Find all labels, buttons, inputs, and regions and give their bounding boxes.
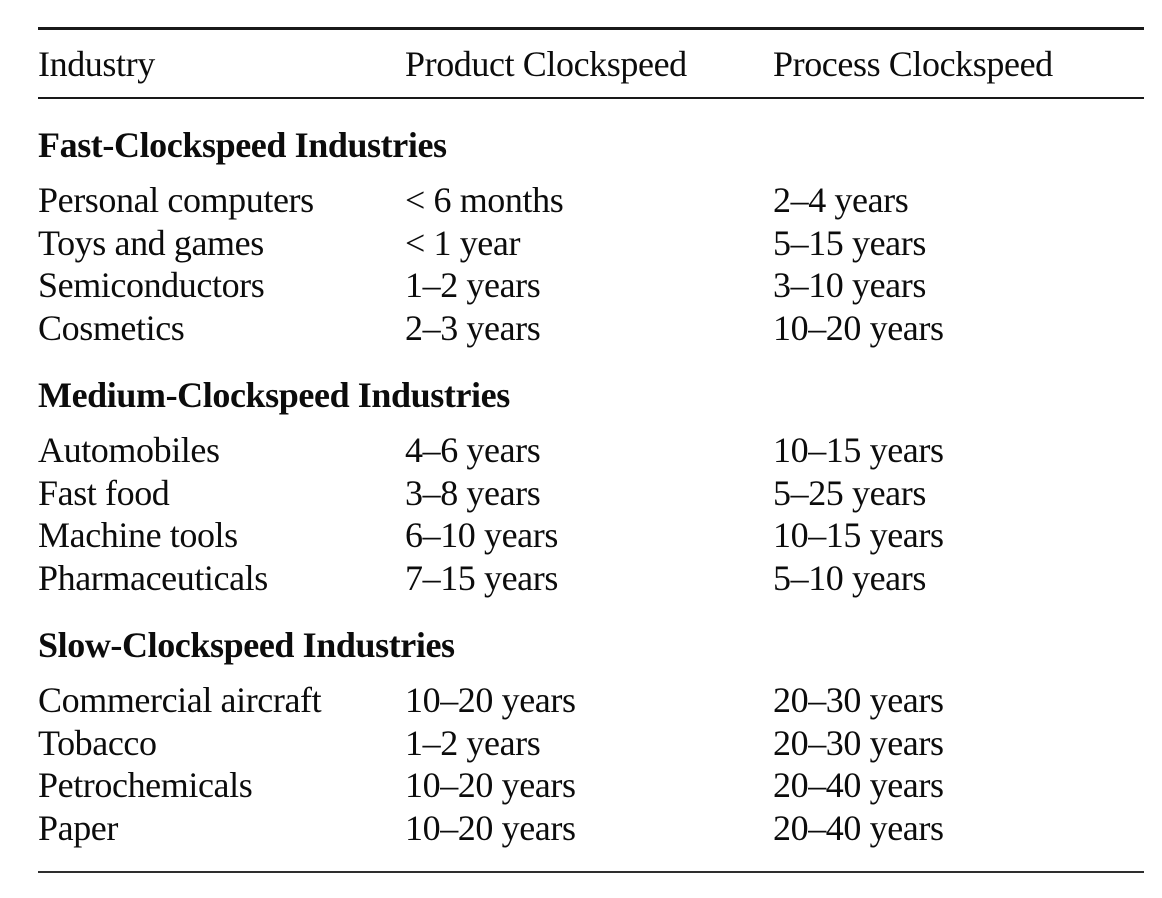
table-row: Paper 10–20 years 20–40 years [38, 807, 1144, 850]
cell-process-clockspeed: 3–10 years [773, 265, 926, 305]
table-row: Semiconductors 1–2 years 3–10 years [38, 264, 1144, 307]
table-row: Fast food 3–8 years 5–25 years [38, 472, 1144, 515]
cell-process-clockspeed: 20–40 years [773, 765, 944, 805]
cell-industry: Cosmetics [38, 307, 185, 348]
cell-industry: Pharmaceuticals [38, 557, 268, 598]
cell-process-clockspeed: 5–25 years [773, 472, 926, 513]
cell-product-clockspeed: 6–10 years [405, 515, 558, 555]
cell-process-clockspeed: 2–4 years [773, 180, 909, 220]
cell-product-clockspeed: 1–2 years [405, 722, 541, 763]
section-fast-clockspeed: Fast-Clockspeed Industries Personal comp… [38, 125, 1144, 349]
section-slow-clockspeed: Slow-Clockspeed Industries Commercial ai… [38, 625, 1144, 849]
column-header-industry: Industry [38, 43, 155, 84]
table-page: Industry Product Clockspeed Process Cloc… [38, 27, 1144, 873]
table-row: Commercial aircraft 10–20 years 20–30 ye… [38, 679, 1144, 722]
cell-product-clockspeed: 10–20 years [405, 680, 576, 720]
cell-industry: Semiconductors [38, 265, 265, 305]
table-row: Cosmetics 2–3 years 10–20 years [38, 307, 1144, 350]
cell-process-clockspeed: 20–30 years [773, 722, 944, 763]
cell-process-clockspeed: 10–15 years [773, 430, 944, 470]
table-row: Tobacco 1–2 years 20–30 years [38, 722, 1144, 765]
table-row: Personal computers < 6 months 2–4 years [38, 179, 1144, 222]
cell-product-clockspeed: 2–3 years [405, 307, 541, 348]
cell-product-clockspeed: 1–2 years [405, 265, 541, 305]
cell-industry: Commercial aircraft [38, 680, 322, 720]
table-row: Toys and games < 1 year 5–15 years [38, 222, 1144, 265]
section-medium-clockspeed: Medium-Clockspeed Industries Automobiles… [38, 375, 1144, 599]
cell-industry: Machine tools [38, 515, 238, 555]
cell-product-clockspeed: 4–6 years [405, 430, 541, 470]
cell-product-clockspeed: < 6 months [405, 180, 564, 220]
column-header-process-clockspeed: Process Clockspeed [773, 43, 1053, 84]
cell-product-clockspeed: 10–20 years [405, 807, 576, 848]
cell-process-clockspeed: 10–20 years [773, 307, 944, 348]
cell-industry: Petrochemicals [38, 765, 253, 805]
table-header-row: Industry Product Clockspeed Process Cloc… [38, 30, 1144, 97]
header-rule [38, 97, 1144, 99]
section-heading: Fast-Clockspeed Industries [38, 125, 447, 165]
cell-process-clockspeed: 10–15 years [773, 515, 944, 555]
column-header-product-clockspeed: Product Clockspeed [405, 43, 687, 84]
cell-process-clockspeed: 20–40 years [773, 807, 944, 848]
cell-product-clockspeed: 3–8 years [405, 472, 541, 513]
section-heading: Medium-Clockspeed Industries [38, 375, 510, 415]
cell-industry: Personal computers [38, 180, 314, 220]
bottom-rule [38, 871, 1144, 873]
cell-industry: Toys and games [38, 222, 264, 263]
table-row: Automobiles 4–6 years 10–15 years [38, 429, 1144, 472]
section-rows: Personal computers < 6 months 2–4 years … [38, 179, 1144, 349]
cell-product-clockspeed: < 1 year [405, 222, 521, 263]
cell-process-clockspeed: 5–10 years [773, 557, 926, 598]
cell-product-clockspeed: 7–15 years [405, 557, 558, 598]
table-row: Machine tools 6–10 years 10–15 years [38, 514, 1144, 557]
table-row: Petrochemicals 10–20 years 20–40 years [38, 764, 1144, 807]
top-rule [38, 27, 1144, 30]
cell-industry: Automobiles [38, 430, 220, 470]
cell-product-clockspeed: 10–20 years [405, 765, 576, 805]
section-rows: Automobiles 4–6 years 10–15 years Fast f… [38, 429, 1144, 599]
cell-industry: Fast food [38, 472, 170, 513]
cell-industry: Paper [38, 807, 118, 848]
cell-process-clockspeed: 5–15 years [773, 222, 926, 263]
cell-industry: Tobacco [38, 722, 157, 763]
table-row: Pharmaceuticals 7–15 years 5–10 years [38, 557, 1144, 600]
section-rows: Commercial aircraft 10–20 years 20–30 ye… [38, 679, 1144, 849]
cell-process-clockspeed: 20–30 years [773, 680, 944, 720]
section-heading: Slow-Clockspeed Industries [38, 625, 455, 665]
